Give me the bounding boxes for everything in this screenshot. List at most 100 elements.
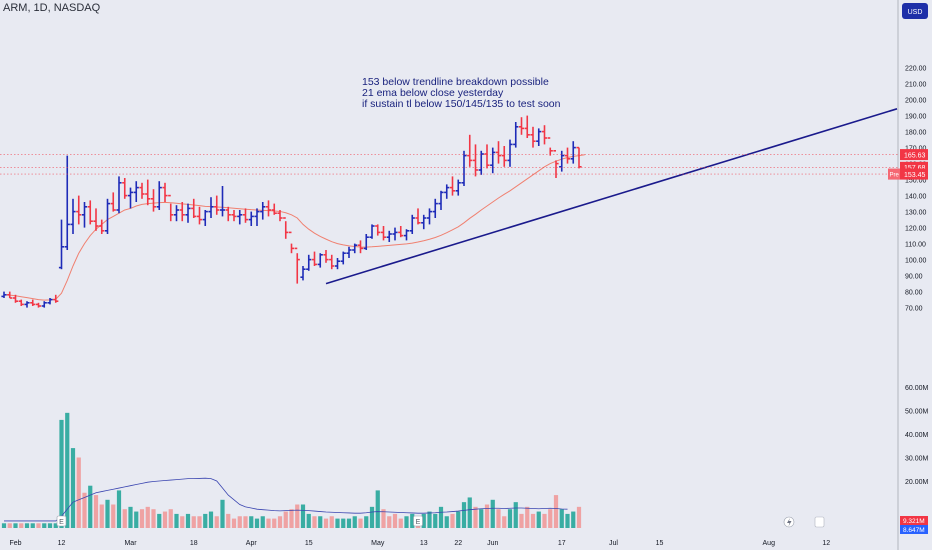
ohlc-bar (288, 231, 295, 254)
volume-bar (145, 506, 150, 528)
volume-bar (571, 511, 576, 528)
volume-bar (375, 490, 380, 528)
time-tick-label: Jun (487, 540, 498, 547)
ohlc-bar (24, 301, 30, 308)
ohlc-bar (409, 214, 415, 234)
volume-bar (536, 511, 541, 528)
ohlc-bar (415, 208, 421, 225)
ohlc-bar (116, 176, 122, 214)
ohlc-bar (35, 302, 42, 308)
time-tick-label: 15 (305, 540, 313, 547)
time-tick-label: 12 (822, 540, 830, 547)
price-tick-label: 180.00 (905, 130, 927, 137)
ohlc-bar (145, 179, 151, 206)
volume-bar (128, 506, 133, 528)
volume-bar (111, 504, 116, 528)
ohlc-bar (214, 195, 220, 215)
volume-bar (53, 523, 58, 528)
volume-bar (139, 509, 145, 528)
volume-bar (329, 516, 334, 528)
price-tag (888, 168, 928, 180)
volume-bar (318, 516, 323, 528)
trendline-layer[interactable] (325, 108, 898, 285)
volume-bar (272, 518, 277, 528)
annotation-note[interactable]: 153 below trendline breakdown possible 21… (362, 76, 561, 110)
volume-bar (576, 506, 582, 528)
volume-bar (300, 504, 306, 528)
ohlc-bar (76, 195, 82, 225)
ohlc-bar (260, 202, 266, 220)
volume-bar (231, 518, 237, 528)
volume-bar (249, 516, 254, 528)
price-tick-label: 200.00 (905, 98, 927, 105)
ohlc-bar (317, 253, 323, 268)
volume-bar (352, 516, 357, 528)
price-tick-label: 210.00 (905, 82, 927, 89)
volume-bar (467, 497, 472, 528)
ohlc-bar (380, 226, 387, 241)
volume-bar (13, 523, 18, 528)
volume-bar (122, 509, 127, 528)
volume-bar (214, 516, 219, 528)
volume-bar (237, 516, 242, 528)
volume-bar (542, 513, 547, 528)
flash-glyph-icon (787, 518, 792, 527)
ohlc-bar (173, 205, 180, 222)
volume-tag (900, 525, 928, 534)
volume-bar (93, 495, 99, 528)
volume-bar (82, 492, 87, 528)
volume-bar (553, 495, 559, 528)
ohlc-bar (363, 234, 369, 250)
ohlc-bar (432, 198, 438, 218)
ohlc-bar (168, 194, 174, 222)
ohlc-bar (311, 251, 318, 266)
ohlc-bar (392, 227, 398, 241)
ohlc-bar (122, 178, 128, 199)
volume-tag (900, 516, 928, 525)
symbol-title[interactable]: ARM, 1D, NASDAQ (3, 2, 101, 14)
volume-bar (335, 518, 340, 528)
volume-bar (1, 523, 7, 528)
volume-bar (484, 504, 490, 528)
price-axis[interactable]: 70.00 80.00 90.00 100.00 110.00 120.00 130.00 1… (888, 0, 932, 550)
ohlc-bar (461, 150, 467, 186)
volume-bar (208, 511, 214, 528)
ohlc-bar (219, 186, 226, 217)
ohlc-bar (495, 141, 502, 164)
volume-tick-label: 30.00M (905, 456, 929, 463)
ohlc-bar (248, 211, 254, 226)
volume-bar (525, 506, 530, 528)
volume-bar (341, 518, 346, 528)
volume-bar (559, 509, 564, 528)
volume-bar (116, 490, 122, 528)
ohlc-bar (306, 254, 312, 271)
volume-bar (162, 511, 168, 528)
ohlc-bar (346, 246, 352, 258)
volume-bar (254, 518, 260, 528)
ohlc-bar (449, 176, 456, 196)
ohlc-bar (139, 182, 145, 199)
ohlc-bar (323, 250, 329, 263)
volume-bar (502, 516, 507, 528)
currency-label: USD (908, 9, 923, 16)
volume-bar (369, 506, 375, 528)
ohlc-bar (564, 147, 571, 164)
currency-badge[interactable] (902, 3, 928, 19)
price-tick-label: 220.00 (905, 66, 927, 73)
volume-bar (530, 513, 536, 528)
price-bars-layer (1, 115, 582, 308)
ohlc-bar (30, 299, 36, 306)
ohlc-bar (133, 181, 139, 202)
ohlc-bar (162, 182, 168, 202)
volume-bar (346, 518, 352, 528)
volume-bar (323, 518, 329, 528)
price-tag (900, 161, 928, 173)
ohlc-bar (231, 210, 237, 222)
volume-bar (197, 516, 202, 528)
ohlc-bar (530, 126, 536, 148)
time-axis[interactable]: Feb 12 Mar 18 Apr 15 May 13 22 Jun 17 Jul 15 Aug 12 (9, 540, 830, 547)
earnings-marker (56, 515, 67, 527)
support-trendline[interactable] (325, 108, 898, 285)
ohlc-bar (179, 202, 185, 222)
